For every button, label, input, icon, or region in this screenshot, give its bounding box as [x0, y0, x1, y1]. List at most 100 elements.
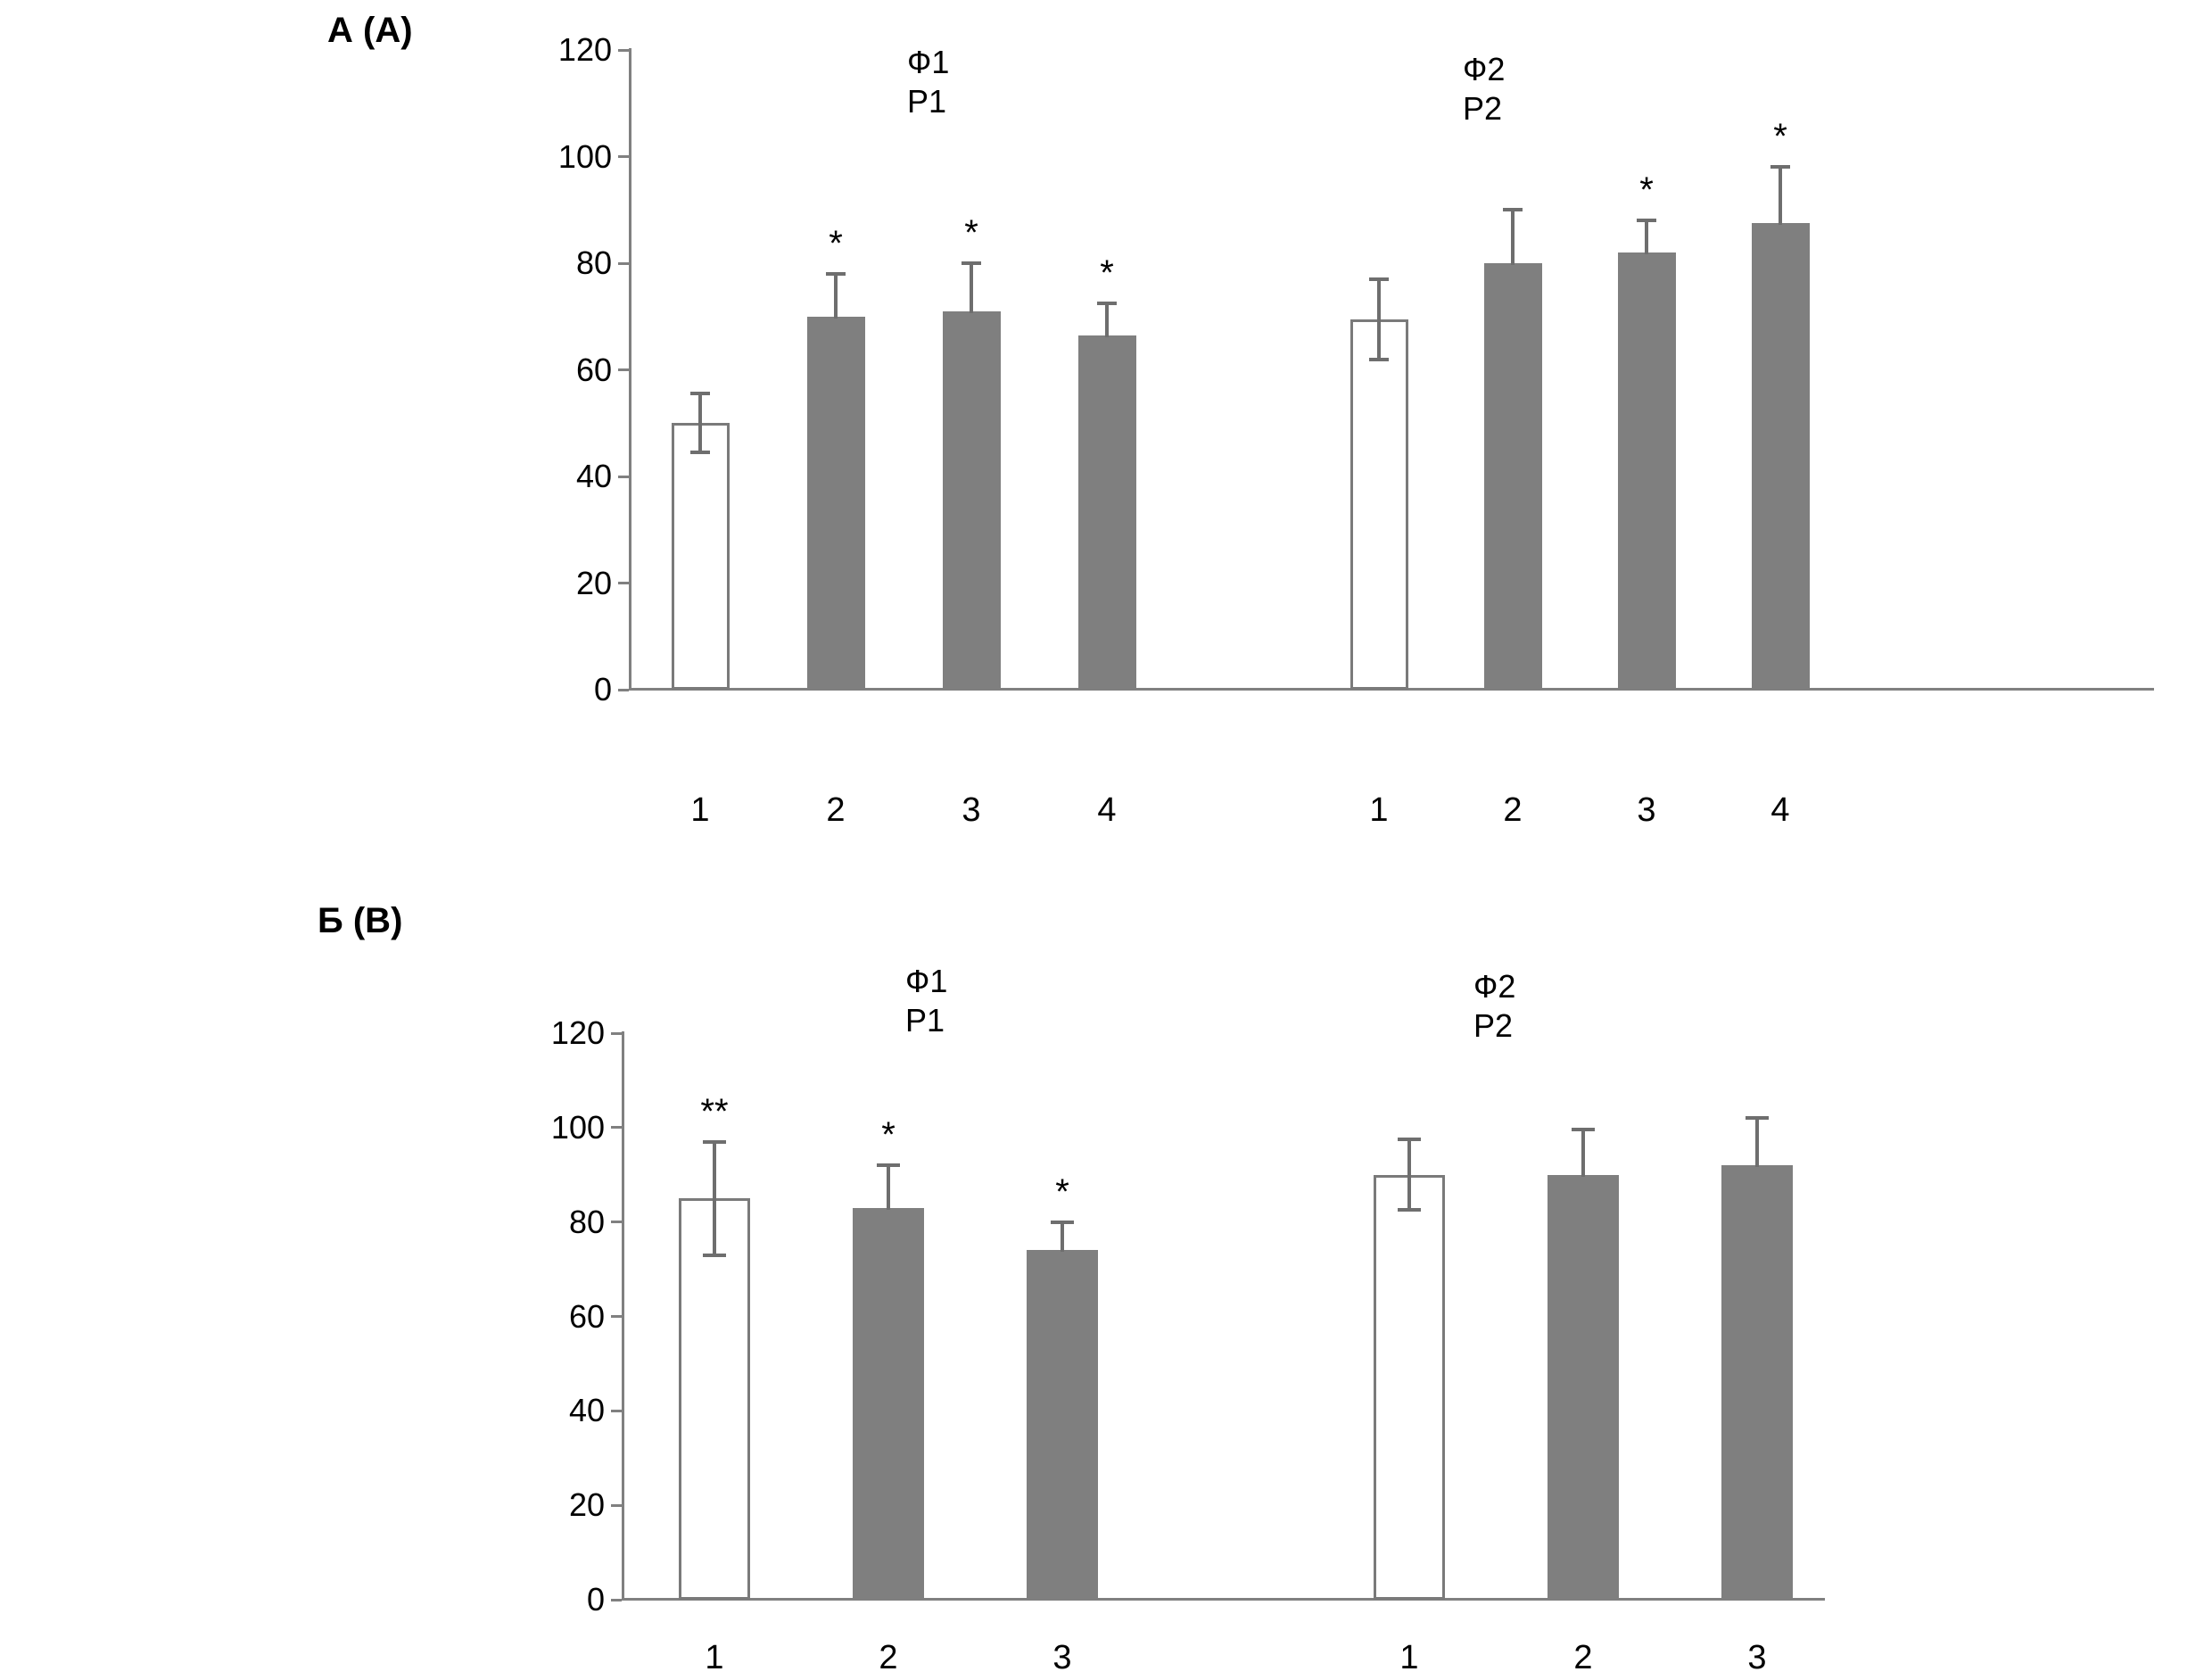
- significance-annotation: *: [881, 1115, 896, 1155]
- bar: [853, 1207, 924, 1600]
- x-tick-label: 3: [1637, 791, 1656, 829]
- y-tick-label: 120: [557, 31, 612, 68]
- y-tick-label: 60: [568, 1297, 605, 1335]
- error-cap-top: [877, 1163, 900, 1168]
- significance-annotation: **: [700, 1091, 729, 1131]
- error-bar: [1407, 1141, 1411, 1209]
- error-cap-top: [1746, 1116, 1769, 1121]
- error-cap-top: [703, 1139, 726, 1144]
- group-label-bottom: P1: [905, 1002, 945, 1039]
- error-cap-top: [962, 261, 981, 265]
- error-cap-top: [1051, 1220, 1074, 1224]
- y-tick-label: 100: [557, 137, 612, 175]
- error-cap-bottom: [703, 1253, 726, 1257]
- error-bar: [1581, 1131, 1585, 1177]
- y-tick: [611, 1503, 622, 1507]
- error-bar: [1377, 280, 1381, 358]
- error-bar: [713, 1143, 716, 1254]
- x-tick-label: 3: [962, 791, 981, 829]
- y-tick: [618, 475, 629, 478]
- x-tick-label: 2: [1573, 1639, 1593, 1676]
- bar: [1548, 1174, 1619, 1600]
- error-bar: [970, 265, 973, 313]
- y-tick: [618, 368, 629, 371]
- error-cap-top: [826, 271, 846, 276]
- error-cap-top: [1369, 277, 1389, 281]
- significance-annotation: *: [964, 213, 978, 252]
- x-tick-label: 2: [879, 1639, 898, 1676]
- panel-b-title: Б (B): [318, 901, 403, 940]
- error-cap-top: [1770, 165, 1790, 170]
- error-bar: [1779, 169, 1782, 226]
- y-axis: [622, 1031, 624, 1600]
- group-label-top: Ф1: [905, 963, 948, 999]
- group-label-top: Ф1: [907, 44, 950, 80]
- bar: [1077, 335, 1136, 690]
- x-tick-label: 1: [1369, 791, 1389, 829]
- error-bar: [1061, 1223, 1064, 1253]
- y-tick-label: 80: [575, 244, 612, 281]
- error-cap-top: [1503, 208, 1523, 212]
- y-tick: [611, 1315, 622, 1318]
- error-cap-bottom: [690, 451, 710, 455]
- error-bar: [1105, 304, 1109, 337]
- x-axis-line: [622, 1598, 1825, 1601]
- y-tick-label: 20: [575, 564, 612, 601]
- bar: [1349, 319, 1408, 690]
- y-tick-label: 40: [568, 1392, 605, 1429]
- error-bar: [698, 395, 702, 451]
- bar: [1721, 1165, 1793, 1600]
- bar: [1617, 252, 1676, 690]
- y-tick-label: 0: [586, 1581, 605, 1618]
- error-bar: [887, 1167, 890, 1210]
- y-tick: [611, 1031, 622, 1035]
- bar: [1751, 223, 1810, 690]
- y-tick: [611, 1409, 622, 1412]
- y-tick: [611, 1221, 622, 1224]
- group-label-bottom: P2: [1463, 90, 1503, 127]
- y-tick: [611, 1126, 622, 1130]
- x-tick-label: 1: [1399, 1639, 1419, 1676]
- error-cap-bottom: [1398, 1208, 1421, 1212]
- bar: [942, 310, 1001, 690]
- y-tick: [611, 1598, 622, 1601]
- y-tick-label: 100: [550, 1108, 605, 1146]
- error-cap-top: [690, 392, 710, 396]
- group-label-top: Ф2: [1473, 968, 1516, 1005]
- significance-annotation: *: [1773, 117, 1787, 157]
- y-tick-label: 20: [568, 1486, 605, 1524]
- error-bar: [1511, 211, 1515, 265]
- y-tick: [618, 48, 629, 52]
- x-tick-label: 1: [705, 1639, 724, 1676]
- x-tick-label: 1: [690, 791, 710, 829]
- bar: [1374, 1174, 1445, 1600]
- bar: [1027, 1250, 1098, 1600]
- significance-annotation: *: [1639, 170, 1654, 211]
- y-tick-label: 80: [568, 1203, 605, 1240]
- y-tick: [618, 261, 629, 265]
- error-bar: [1755, 1120, 1759, 1168]
- bar: [671, 423, 730, 690]
- bar: [1483, 263, 1542, 690]
- group-label-bottom: P1: [907, 83, 947, 120]
- x-tick-label: 3: [1052, 1639, 1072, 1676]
- y-axis: [629, 48, 631, 690]
- y-tick-label: 0: [593, 671, 612, 708]
- y-tick-label: 120: [550, 1014, 605, 1051]
- y-tick: [618, 582, 629, 584]
- significance-annotation: *: [1100, 252, 1114, 293]
- bar: [679, 1198, 750, 1600]
- group-label-bottom: P2: [1473, 1007, 1514, 1044]
- panel-a-title: А (A): [327, 11, 413, 50]
- bar: [806, 316, 865, 690]
- y-tick: [618, 155, 629, 158]
- error-cap-top: [1637, 219, 1656, 223]
- x-tick-label: 2: [1503, 791, 1523, 829]
- y-tick-label: 60: [575, 351, 612, 388]
- x-tick-label: 4: [1097, 791, 1117, 829]
- x-tick-label: 4: [1770, 791, 1790, 829]
- error-cap-top: [1572, 1128, 1595, 1132]
- y-tick: [618, 688, 629, 691]
- significance-annotation: *: [829, 223, 843, 263]
